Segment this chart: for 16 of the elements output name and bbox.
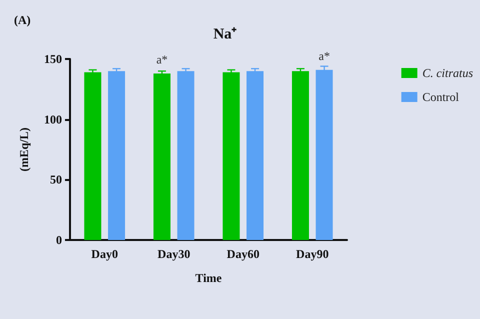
y-tick-label: 150 <box>44 52 62 66</box>
legend-label: Control <box>422 90 460 104</box>
x-axis-title: Time <box>195 271 222 285</box>
x-tick-label: Day90 <box>296 247 329 261</box>
data-label: a* <box>318 48 330 63</box>
y-tick-label: 0 <box>56 233 62 247</box>
chart-title: Na⁺ <box>213 26 237 42</box>
y-tick-label: 100 <box>44 112 62 126</box>
x-tick-label: Day0 <box>91 247 118 261</box>
y-axis-title: (mEq/L) <box>17 127 31 172</box>
data-label: a* <box>156 52 168 66</box>
y-tick-label: 50 <box>50 172 62 187</box>
x-tick-label: Day60 <box>226 247 260 261</box>
text: (A) <box>14 13 31 27</box>
legend-label: C. citratus <box>422 66 474 80</box>
x-tick-label: Day30 <box>158 247 190 261</box>
